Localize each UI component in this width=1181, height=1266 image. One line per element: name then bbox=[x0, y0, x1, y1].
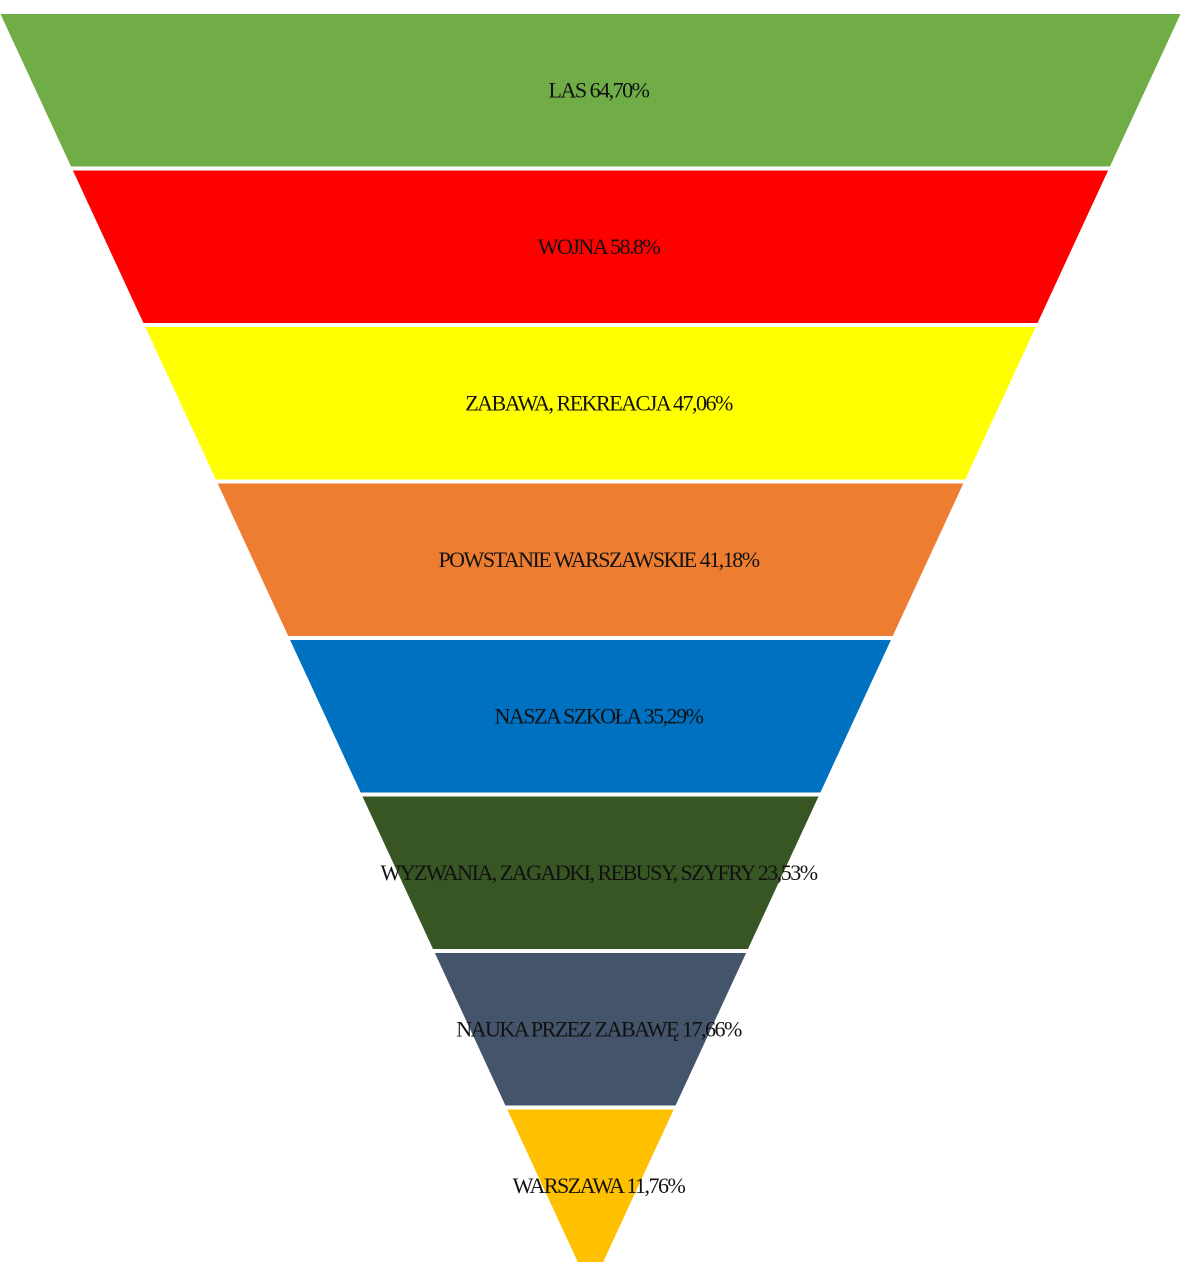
funnel-segment-3 bbox=[145, 327, 1036, 480]
funnel-segment-4 bbox=[217, 483, 964, 636]
funnel-segment-7 bbox=[434, 953, 747, 1106]
funnel-label-5: NASZA SZKOŁA 35,29% bbox=[494, 703, 703, 728]
funnel-label-1: LAS 64,70% bbox=[549, 77, 650, 102]
funnel-label-8: WARSZAWA 11,76% bbox=[513, 1173, 686, 1198]
funnel-segment-8 bbox=[507, 1109, 674, 1262]
funnel-label-6: WYZWANIA, ZAGADKI, REBUSY, SZYFRY 23,53% bbox=[380, 860, 817, 885]
funnel-segment-5 bbox=[290, 640, 891, 793]
funnel-segment-2 bbox=[72, 170, 1109, 323]
funnel-label-2: WOJNA 58.8% bbox=[538, 234, 661, 259]
funnel-segment-6 bbox=[362, 796, 819, 949]
funnel-label-7: NAUKA PRZEZ ZABAWĘ 17,66% bbox=[456, 1016, 742, 1041]
funnel-label-4: POWSTANIE WARSZAWSKIE 41,18% bbox=[438, 547, 759, 572]
funnel-label-3: ZABAWA, REKREACJA 47,06% bbox=[465, 390, 733, 415]
funnel-segment-1 bbox=[0, 14, 1181, 167]
